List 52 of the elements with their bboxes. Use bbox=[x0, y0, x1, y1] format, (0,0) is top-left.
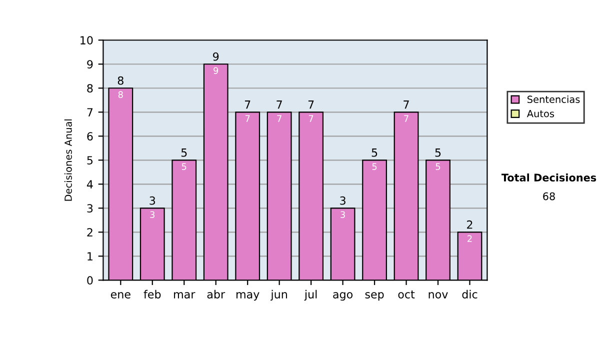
data-label: 5 bbox=[182, 163, 186, 170]
y-axis-title: Decisiones Anual bbox=[64, 119, 72, 201]
y-tick-label: 5 bbox=[87, 156, 93, 165]
y-tick-label: 10 bbox=[80, 36, 93, 44]
x-tick-label: ene bbox=[110, 292, 130, 298]
y-tick-label: 4 bbox=[86, 180, 93, 188]
y-tick-label: 7 bbox=[87, 108, 93, 116]
y-tick-label: 1 bbox=[88, 252, 92, 260]
data-label: 7 bbox=[245, 115, 250, 122]
data-label: 3 bbox=[150, 211, 155, 218]
text: Total Decisiones bbox=[501, 173, 596, 182]
total-label: 8 bbox=[118, 76, 124, 85]
legend-label: Autos bbox=[526, 110, 554, 118]
total-label: 3 bbox=[150, 196, 156, 205]
x-tick-label: ago bbox=[333, 292, 353, 301]
total-label: 9 bbox=[213, 52, 219, 61]
x-tick-label: abr bbox=[207, 290, 226, 298]
data-label: 8 bbox=[118, 91, 123, 98]
y-tick-label: 9 bbox=[87, 60, 93, 69]
total-label: 5 bbox=[181, 148, 187, 157]
total-label: 5 bbox=[372, 148, 378, 157]
x-tick-label: jun bbox=[270, 290, 287, 301]
total-label: 3 bbox=[340, 196, 346, 205]
x-tick-label: mar bbox=[174, 292, 196, 298]
y-tick-label: 8 bbox=[87, 84, 93, 93]
y-tick-label: 2 bbox=[87, 228, 92, 236]
total-label: 7 bbox=[244, 100, 250, 109]
total-label: 7 bbox=[308, 100, 314, 109]
total-label: 2 bbox=[467, 220, 472, 229]
data-label: 5 bbox=[436, 163, 440, 170]
data-label: 7 bbox=[308, 115, 314, 122]
data-label: 3 bbox=[340, 211, 345, 218]
data-label: 7 bbox=[404, 115, 408, 122]
total-label: 7 bbox=[276, 100, 282, 109]
data-label: 5 bbox=[372, 163, 377, 170]
x-tick-label: feb bbox=[144, 290, 161, 298]
text: 68 bbox=[543, 192, 555, 200]
x-tick-label: dic bbox=[462, 290, 478, 298]
y-tick-label: 0 bbox=[87, 276, 93, 285]
total-label: 7 bbox=[404, 100, 409, 109]
data-label: 9 bbox=[214, 67, 218, 74]
legend-label: Sentencias bbox=[528, 95, 580, 104]
data-label: 7 bbox=[277, 115, 282, 122]
y-tick-label: 3 bbox=[87, 204, 93, 213]
x-tick-label: nov bbox=[428, 292, 448, 298]
x-tick-label: jul bbox=[304, 290, 317, 301]
data-label: 2 bbox=[468, 235, 472, 242]
x-tick-label: may bbox=[236, 292, 260, 301]
total-label: 5 bbox=[435, 148, 441, 157]
x-tick-label: sep bbox=[365, 292, 384, 301]
x-tick-label: oct bbox=[398, 290, 415, 298]
y-tick-label: 6 bbox=[87, 132, 93, 141]
